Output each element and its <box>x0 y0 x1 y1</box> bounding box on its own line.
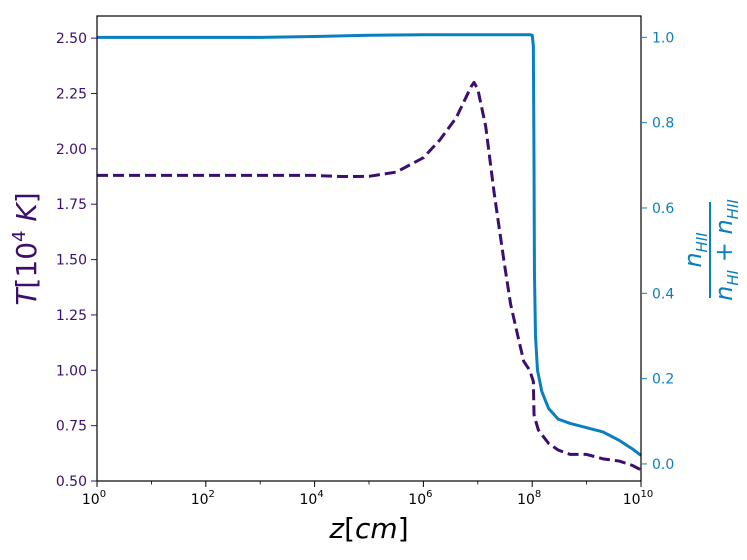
right-y-tick-label: 0.6 <box>652 201 674 217</box>
left-y-tick-label: 0.50 <box>56 474 87 490</box>
right-y-tick-label: 0.4 <box>652 286 674 302</box>
x-tick-base: 10 <box>82 492 100 508</box>
x-tick-exponent: 4 <box>317 489 323 500</box>
x-tick-base: 10 <box>191 492 209 508</box>
right-y-axis-title: nHII nHI + nHII <box>679 199 742 301</box>
x-tick-exponent: 2 <box>209 489 215 500</box>
temperature-line <box>97 80 642 472</box>
right-y-axis-den-a-sub: HI <box>724 269 742 285</box>
left-y-tick-label: 2.00 <box>56 142 87 158</box>
x-tick-exponent: 0 <box>100 489 106 500</box>
x-axis-var: z <box>328 512 345 545</box>
left-y-axis-unit-suffix: K <box>10 201 43 231</box>
left-y-axis-open-bracket: [ <box>10 278 43 289</box>
x-axis-title: z[cm] <box>328 512 408 545</box>
left-y-tick-label: 1.50 <box>56 253 87 269</box>
left-y-tick-label: 1.75 <box>56 197 87 213</box>
x-axis-unit: cm <box>355 512 398 545</box>
x-tick-label: 102 <box>191 489 215 508</box>
ionization-fraction-line <box>97 33 642 457</box>
right-y-axis-den-a: n <box>710 286 738 301</box>
right-y-axis-numerator: nHII <box>679 232 711 268</box>
right-y-tick-label: 0.8 <box>652 116 674 132</box>
left-y-axis-title: T[104 K] <box>9 192 43 305</box>
right-y-axis-den-plus: + <box>710 235 738 270</box>
x-tick-label: 108 <box>517 489 541 508</box>
ticks: 100 102 104 106 108 10100.500.751.001.251.501… <box>56 30 675 508</box>
right-y-axis-num-sub: HII <box>693 232 711 253</box>
right-y-axis-denominator: nHI + nHII <box>710 199 742 301</box>
x-axis-close-bracket: ] <box>398 512 409 545</box>
right-y-axis-den-b: n <box>710 219 738 234</box>
left-y-tick-label: 2.25 <box>56 87 87 103</box>
x-tick-exponent: 6 <box>426 489 432 500</box>
series-layer <box>97 33 642 472</box>
x-tick-base: 10 <box>299 492 317 508</box>
x-tick-label: 1010 <box>623 489 654 508</box>
left-y-tick-label: 1.00 <box>56 363 87 379</box>
left-y-axis-unit-exp: 4 <box>9 231 30 242</box>
right-y-tick-label: 1.0 <box>652 30 674 46</box>
x-tick-label: 100 <box>82 489 106 508</box>
x-tick-label: 104 <box>299 489 323 508</box>
x-axis-open-bracket: [ <box>344 512 355 545</box>
left-y-tick-label: 0.75 <box>56 419 87 435</box>
left-y-tick-label: 2.50 <box>56 31 87 47</box>
right-y-axis-num-n: n <box>679 252 707 267</box>
x-tick-exponent: 10 <box>641 489 654 500</box>
right-y-axis-den-b-sub: HII <box>724 199 742 220</box>
axes <box>96 15 642 482</box>
left-y-tick-label: 1.25 <box>56 308 87 324</box>
x-tick-base: 10 <box>408 492 426 508</box>
right-y-tick-label: 0.0 <box>652 457 674 473</box>
x-tick-label: 106 <box>408 489 432 508</box>
left-y-axis-close-bracket: ] <box>10 192 43 203</box>
plot-frame <box>96 15 642 482</box>
right-y-tick-label: 0.2 <box>652 372 674 388</box>
left-y-axis-unit-base: 10 <box>10 242 43 278</box>
x-tick-base: 10 <box>517 492 535 508</box>
x-tick-exponent: 8 <box>535 489 541 500</box>
left-y-axis-var: T <box>10 287 43 306</box>
x-tick-base: 10 <box>623 492 641 508</box>
